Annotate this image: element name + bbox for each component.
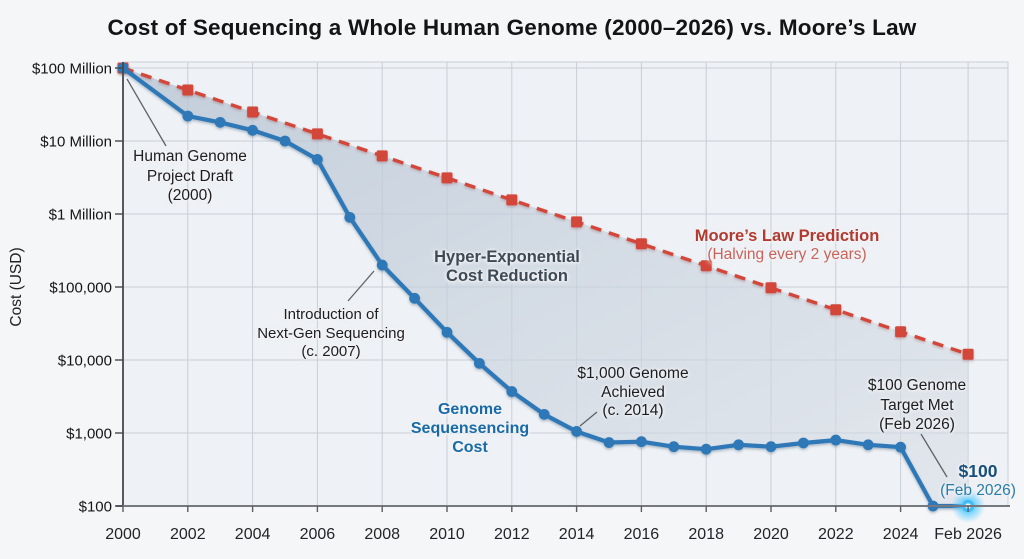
x-tick-label: 2014 <box>559 526 595 543</box>
y-tick-label: $10,000 <box>58 353 112 370</box>
genome-cost-marker <box>571 426 582 437</box>
x-tick-label: 2006 <box>300 526 336 543</box>
genome-cost-marker <box>668 441 680 453</box>
genome-cost-marker <box>474 357 485 369</box>
moores-law-marker <box>895 326 907 338</box>
moores-law-marker <box>182 84 194 96</box>
genome-cost-marker <box>538 408 550 420</box>
genome-cost-marker <box>247 124 258 136</box>
genome-cost-marker <box>636 436 647 448</box>
x-tick-label: Feb 2026 <box>934 526 1002 543</box>
annotation-leader-lines <box>126 78 948 478</box>
moores-law-marker <box>765 282 777 294</box>
x-tick-label: 2008 <box>364 526 400 543</box>
x-tick-label: 2024 <box>883 526 919 543</box>
genome-cost-marker <box>182 110 194 122</box>
moores-law-marker <box>700 260 712 272</box>
moores-law-marker <box>635 238 647 250</box>
genome-cost-marker <box>862 439 874 451</box>
genome-cost-marker <box>700 443 712 455</box>
x-tick-label: 2012 <box>494 526 530 543</box>
y-axis-title: Cost (USD) <box>8 247 25 326</box>
genome-cost-marker <box>830 434 842 446</box>
x-tick-label: 2016 <box>624 526 660 543</box>
x-tick-label: 2000 <box>105 526 141 543</box>
moores-law-marker <box>962 348 974 360</box>
x-tick-label: 2004 <box>235 526 271 543</box>
moores-law-marker <box>571 216 583 228</box>
genome-cost-marker <box>733 439 744 451</box>
y-tick-label: $100 Million <box>32 61 112 78</box>
y-tick-label: $1,000 <box>66 426 112 443</box>
fill-between-region <box>123 68 969 506</box>
genome-cost-marker <box>279 135 291 147</box>
genome-cost-line <box>120 65 971 509</box>
genome-cost-marker <box>409 292 420 304</box>
y-tick-label: $100,000 <box>49 280 112 297</box>
x-tick-label: 2010 <box>429 526 465 543</box>
moores-law-marker <box>441 172 453 184</box>
x-tick-label: 2018 <box>688 526 724 543</box>
x-tick-label: 2020 <box>753 526 789 543</box>
genome-cost-marker <box>214 116 226 128</box>
genome-cost-marker <box>506 386 518 397</box>
genome-cost-marker <box>765 441 777 453</box>
genome-cost-marker <box>603 437 615 448</box>
moores-law-marker <box>247 106 259 118</box>
moores-law-marker <box>376 150 388 162</box>
genome-cost-marker <box>312 153 323 165</box>
y-tick-label: $100 <box>79 499 112 516</box>
genome-cost-marker <box>376 259 388 271</box>
y-tick-label: $10 Million <box>40 134 112 151</box>
chart-title: Cost of Sequencing a Whole Human Genome … <box>107 15 917 40</box>
axes <box>115 62 1010 512</box>
moores-law-marker <box>506 194 518 206</box>
genome-cost-marker <box>895 441 906 453</box>
genome-cost-series <box>117 62 971 512</box>
moores-law-line <box>122 66 969 356</box>
genome-cost-marker <box>441 326 453 338</box>
x-tick-label: 2002 <box>170 526 206 543</box>
genome-cost-marker <box>798 437 809 449</box>
x-tick-label: 2022 <box>818 526 854 543</box>
genome-cost-marker <box>344 211 356 223</box>
moores-law-marker <box>311 128 323 140</box>
moores-law-marker <box>830 304 842 316</box>
y-tick-label: $1 Million <box>49 207 112 224</box>
